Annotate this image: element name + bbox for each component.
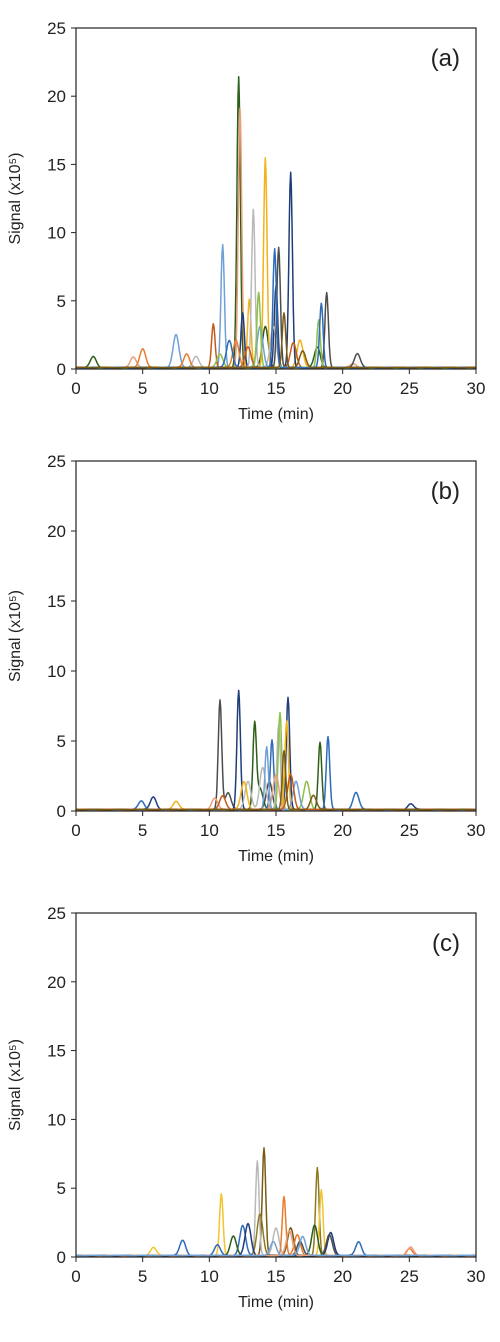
- x-tick-label: 5: [138, 821, 147, 840]
- y-tick-label: 10: [47, 1110, 66, 1129]
- x-tick-label: 10: [200, 379, 219, 398]
- x-axis-title: Time (min): [238, 1294, 314, 1311]
- x-axis-title: Time (min): [238, 848, 314, 865]
- x-tick-label: 0: [71, 1267, 80, 1286]
- y-axis-title: Signal (x10⁵): [7, 590, 24, 682]
- x-tick-label: 10: [200, 1267, 219, 1286]
- y-tick-label: 10: [47, 662, 66, 681]
- y-tick-label: 15: [47, 592, 66, 611]
- x-tick-label: 30: [467, 1267, 486, 1286]
- series-line-11: [75, 1235, 477, 1257]
- x-tick-label: 30: [467, 821, 486, 840]
- chart-panel-1: 0 5 10 15 20 25 30 0 5 10 15 20 25 Time (min) Signal (…: [7, 19, 485, 423]
- y-tick-label: 15: [47, 155, 66, 174]
- y-tick-label: 15: [47, 1042, 66, 1061]
- series-line-6: [75, 711, 477, 811]
- series-group: [75, 1147, 477, 1257]
- y-tick-label: 0: [57, 1248, 66, 1267]
- y-tick-label: 5: [57, 732, 66, 751]
- plot-frame: [75, 912, 477, 1258]
- panel-label: (c): [432, 930, 460, 957]
- y-tick-label: 0: [57, 802, 66, 821]
- y-tick-label: 20: [47, 973, 66, 992]
- x-tick-label: 20: [333, 1267, 352, 1286]
- x-axis-title: Time (min): [238, 406, 314, 423]
- x-tick-label: 5: [138, 1267, 147, 1286]
- y-tick-label: 25: [47, 904, 66, 923]
- y-tick-label: 25: [47, 19, 66, 38]
- panel-label: (b): [431, 478, 460, 505]
- y-tick-label: 0: [57, 360, 66, 379]
- y-axis-title: Signal (x10⁵): [7, 1039, 24, 1131]
- x-tick-label: 0: [71, 821, 80, 840]
- x-tick-label: 30: [467, 379, 486, 398]
- x-tick-label: 25: [400, 379, 419, 398]
- x-tick-label: 25: [400, 1267, 419, 1286]
- x-tick-label: 25: [400, 821, 419, 840]
- series-line-10: [75, 1229, 477, 1257]
- series-line-11: [75, 750, 477, 811]
- chart-panel-2: 0 5 10 15 20 25 30 0 5 10 15 20 25 Time (min) Signal (…: [7, 452, 485, 865]
- series-line-2: [75, 1160, 477, 1257]
- y-tick-label: 20: [47, 522, 66, 541]
- y-axis-title: Signal (x10⁵): [7, 152, 24, 244]
- chart-panel-3: 0 5 10 15 20 25 30 0 5 10 15 20 25 Time (min) Signal (…: [7, 904, 485, 1311]
- series-line-12: [75, 312, 477, 369]
- x-tick-label: 15: [267, 379, 286, 398]
- x-tick-label: 5: [138, 379, 147, 398]
- series-group: [75, 689, 477, 811]
- y-tick-label: 20: [47, 87, 66, 106]
- x-tick-label: 15: [267, 821, 286, 840]
- plot-frame: [75, 460, 477, 812]
- y-tick-label: 5: [57, 292, 66, 311]
- panel-label: (a): [431, 45, 460, 72]
- x-tick-label: 15: [267, 1267, 286, 1286]
- y-tick-label: 5: [57, 1179, 66, 1198]
- series-line-6: [75, 1224, 477, 1257]
- series-line-7: [75, 1224, 477, 1257]
- x-tick-label: 0: [71, 379, 80, 398]
- y-tick-label: 10: [47, 224, 66, 243]
- series-line-3: [75, 1166, 477, 1257]
- x-tick-label: 20: [333, 379, 352, 398]
- series-group: [75, 75, 477, 369]
- y-tick-label: 25: [47, 452, 66, 471]
- x-tick-label: 10: [200, 821, 219, 840]
- series-line-1: [75, 1147, 477, 1257]
- series-line-11: [75, 248, 477, 369]
- x-tick-label: 20: [333, 821, 352, 840]
